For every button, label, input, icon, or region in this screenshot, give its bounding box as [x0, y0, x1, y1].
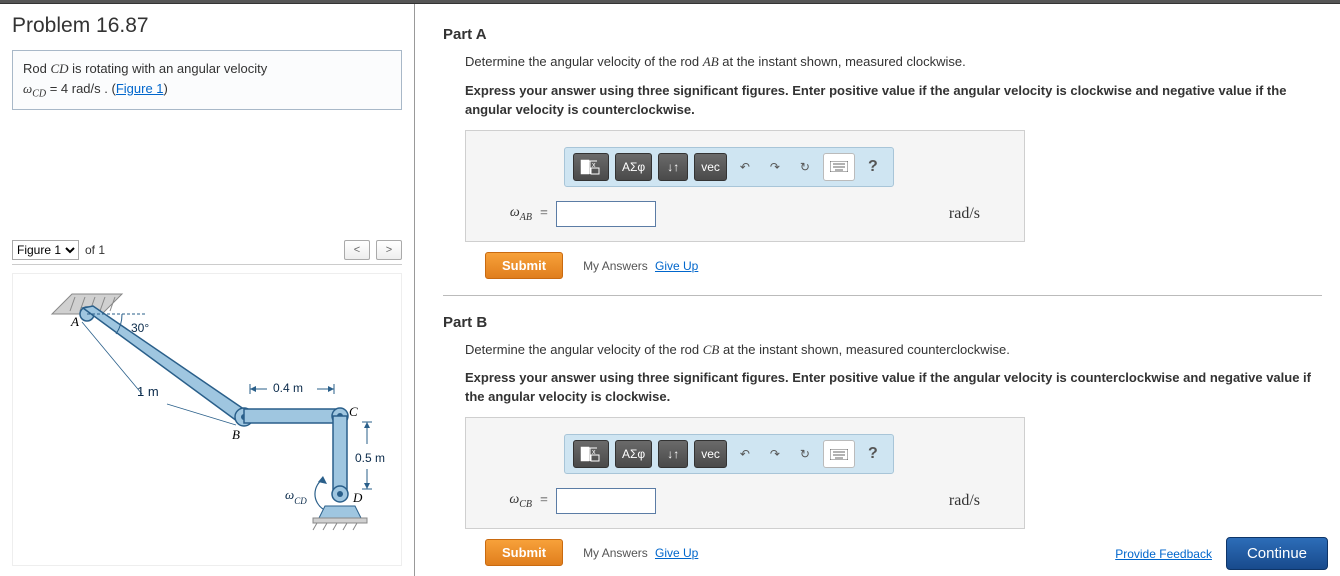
help-btn-b[interactable]: ? — [861, 440, 885, 468]
figure-link[interactable]: Figure 1 — [116, 81, 164, 96]
figure-prev-button[interactable]: < — [344, 240, 370, 260]
answer-panel-a: x ΑΣφ ↓↑ vec ↶ ↷ ↻ ? ωAB = — [465, 130, 1025, 242]
var-a: ωAB — [486, 205, 532, 223]
answer-row-a: ωAB = rad/s — [486, 201, 1010, 227]
template-btn-b[interactable]: x — [573, 440, 609, 468]
label-04m: 0.4 m — [273, 381, 303, 395]
answer-links-a: My Answers Give Up — [583, 258, 698, 273]
problem-statement-box: Rod CD is rotating with an angular veloc… — [12, 50, 402, 110]
vec-btn[interactable]: vec — [694, 153, 727, 181]
figure-nav: < > — [344, 240, 402, 260]
figure-svg: A B 30° 1 m C — [27, 284, 387, 544]
figure-of-text: of 1 — [85, 243, 105, 257]
undo-btn-b[interactable]: ↶ — [733, 440, 757, 468]
label-b: B — [232, 427, 240, 442]
answer-input-b[interactable] — [556, 488, 656, 514]
subsup-btn[interactable]: ↓↑ — [658, 153, 688, 181]
label-c: C — [349, 404, 358, 419]
label-a: A — [70, 314, 79, 329]
toolbar-b: x ΑΣφ ↓↑ vec ↶ ↷ ↻ ? — [564, 434, 894, 474]
label-05m: 0.5 m — [355, 451, 385, 465]
problem-title: Problem 16.87 — [12, 14, 402, 38]
footer: Provide Feedback Continue — [1115, 537, 1328, 570]
subsup-btn-b[interactable]: ↓↑ — [658, 440, 688, 468]
template-btn[interactable]: x — [573, 153, 609, 181]
label-d: D — [352, 490, 363, 505]
answer-panel-b: x ΑΣφ ↓↑ vec ↶ ↷ ↻ ? ωCB = — [465, 417, 1025, 529]
my-answers-a: My Answers — [583, 259, 648, 273]
label-angle: 30° — [131, 321, 149, 335]
part-a-question: Determine the angular velocity of the ro… — [465, 53, 1322, 72]
reset-btn-b[interactable]: ↻ — [793, 440, 817, 468]
greek-btn-b[interactable]: ΑΣφ — [615, 440, 652, 468]
submit-button-b[interactable]: Submit — [485, 539, 563, 566]
left-column: Problem 16.87 Rod CD is rotating with an… — [0, 4, 415, 576]
part-b-instruction: Express your answer using three signific… — [465, 369, 1322, 407]
keyboard-btn-b[interactable] — [823, 440, 855, 468]
part-b-question: Determine the angular velocity of the ro… — [465, 341, 1322, 360]
answer-input-a[interactable] — [556, 201, 656, 227]
continue-button[interactable]: Continue — [1226, 537, 1328, 570]
stmt-post: is rotating with an angular velocity — [69, 61, 268, 76]
right-column: Part A Determine the angular velocity of… — [415, 4, 1340, 576]
figure-canvas: A B 30° 1 m C — [12, 273, 402, 566]
give-up-a[interactable]: Give Up — [655, 259, 698, 273]
vec-btn-b[interactable]: vec — [694, 440, 727, 468]
undo-btn[interactable]: ↶ — [733, 153, 757, 181]
my-answers-b: My Answers — [583, 546, 648, 560]
redo-btn-b[interactable]: ↷ — [763, 440, 787, 468]
figure-select[interactable]: Figure 1 — [12, 240, 79, 260]
label-1m: 1 m — [137, 384, 159, 399]
part-a-title: Part A — [443, 26, 1322, 43]
give-up-b[interactable]: Give Up — [655, 546, 698, 560]
toolbar-a: x ΑΣφ ↓↑ vec ↶ ↷ ↻ ? — [564, 147, 894, 187]
redo-btn[interactable]: ↷ — [763, 153, 787, 181]
keyboard-btn[interactable] — [823, 153, 855, 181]
submit-row-a: Submit My Answers Give Up — [465, 252, 1322, 279]
equals-b: = — [540, 493, 548, 509]
part-b-body: Determine the angular velocity of the ro… — [443, 341, 1322, 567]
submit-button-a[interactable]: Submit — [485, 252, 563, 279]
omega-sym: ω — [23, 81, 32, 96]
answer-row-b: ωCB = rad/s — [486, 488, 1010, 514]
var-b: ωCB — [486, 492, 532, 510]
main-layout: Problem 16.87 Rod CD is rotating with an… — [0, 4, 1340, 576]
part-b-title: Part B — [443, 314, 1322, 331]
answer-links-b: My Answers Give Up — [583, 545, 698, 560]
omega-sub: CD — [32, 88, 46, 99]
figure-header: Figure 1 of 1 < > — [12, 240, 402, 265]
reset-btn[interactable]: ↻ — [793, 153, 817, 181]
rod-ab — [83, 306, 251, 424]
greek-btn[interactable]: ΑΣφ — [615, 153, 652, 181]
part-a-instruction: Express your answer using three signific… — [465, 82, 1322, 120]
unit-b: rad/s — [949, 492, 1010, 510]
help-btn[interactable]: ? — [861, 153, 885, 181]
omega-val: = 4 rad/s — [46, 81, 101, 96]
stmt-var: CD — [50, 61, 68, 76]
part-a-body: Determine the angular velocity of the ro… — [443, 53, 1322, 279]
label-omega-cd: ωCD — [285, 487, 307, 506]
provide-feedback-link[interactable]: Provide Feedback — [1115, 547, 1212, 561]
unit-a: rad/s — [949, 205, 1010, 223]
equals-a: = — [540, 206, 548, 222]
stmt-pre: Rod — [23, 61, 50, 76]
figure-next-button[interactable]: > — [376, 240, 402, 260]
separator — [443, 295, 1322, 296]
